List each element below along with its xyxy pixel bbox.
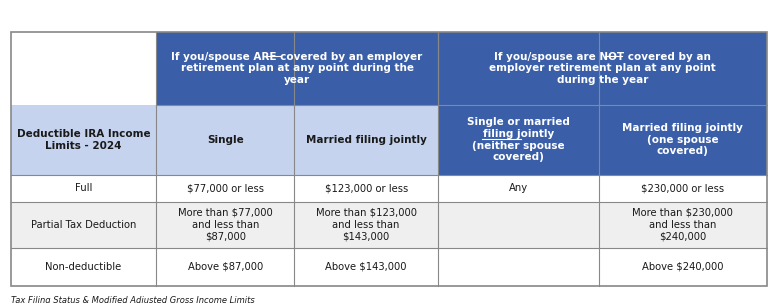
Text: More than $123,000
and less than
$143,000: More than $123,000 and less than $143,00… <box>316 208 417 241</box>
Bar <box>11 105 156 175</box>
Text: Partial Tax Deduction: Partial Tax Deduction <box>31 220 136 230</box>
Bar <box>438 201 599 248</box>
Bar <box>438 105 599 175</box>
Bar <box>294 201 438 248</box>
Bar <box>11 32 766 286</box>
Bar <box>599 248 766 286</box>
Bar <box>11 32 156 105</box>
Text: Any: Any <box>509 183 528 193</box>
Text: $123,000 or less: $123,000 or less <box>325 183 408 193</box>
Text: Married filing jointly
(one spouse
covered): Married filing jointly (one spouse cover… <box>622 123 743 156</box>
Text: More than $230,000
and less than
$240,000: More than $230,000 and less than $240,00… <box>632 208 733 241</box>
Bar <box>294 248 438 286</box>
Text: If you/spouse ARE covered by an employer
retirement plan at any point during the: If you/spouse ARE covered by an employer… <box>171 52 422 85</box>
Text: Above $240,000: Above $240,000 <box>642 262 723 272</box>
Bar <box>438 32 766 105</box>
Text: Deductible IRA Income
Limits - 2024: Deductible IRA Income Limits - 2024 <box>17 129 151 151</box>
Text: Above $87,000: Above $87,000 <box>187 262 263 272</box>
Text: $230,000 or less: $230,000 or less <box>641 183 724 193</box>
Text: Tax Filing Status & Modified Adjusted Gross Income Limits: Tax Filing Status & Modified Adjusted Gr… <box>11 296 255 303</box>
Bar <box>156 201 294 248</box>
Bar <box>294 105 438 175</box>
Text: Single or married
filing jointly
(neither spouse
covered): Single or married filing jointly (neithe… <box>467 117 570 162</box>
Bar <box>11 175 156 201</box>
Text: Full: Full <box>75 183 92 193</box>
Text: If you/spouse are NOT covered by an
employer retirement plan at any point
during: If you/spouse are NOT covered by an empl… <box>489 52 716 85</box>
Text: More than $77,000
and less than
$87,000: More than $77,000 and less than $87,000 <box>178 208 273 241</box>
Bar <box>156 175 294 201</box>
Bar <box>599 175 766 201</box>
Bar <box>11 201 156 248</box>
Text: Single: Single <box>207 135 243 145</box>
Bar <box>156 32 438 105</box>
Bar <box>599 105 766 175</box>
Text: $77,000 or less: $77,000 or less <box>187 183 263 193</box>
Bar <box>438 175 599 201</box>
Text: Non-deductible: Non-deductible <box>45 262 121 272</box>
Bar <box>438 248 599 286</box>
Bar <box>599 201 766 248</box>
Bar <box>156 105 294 175</box>
Bar <box>156 248 294 286</box>
Bar <box>11 248 156 286</box>
Bar <box>294 175 438 201</box>
Text: Married filing jointly: Married filing jointly <box>306 135 426 145</box>
Text: Above $143,000: Above $143,000 <box>326 262 407 272</box>
